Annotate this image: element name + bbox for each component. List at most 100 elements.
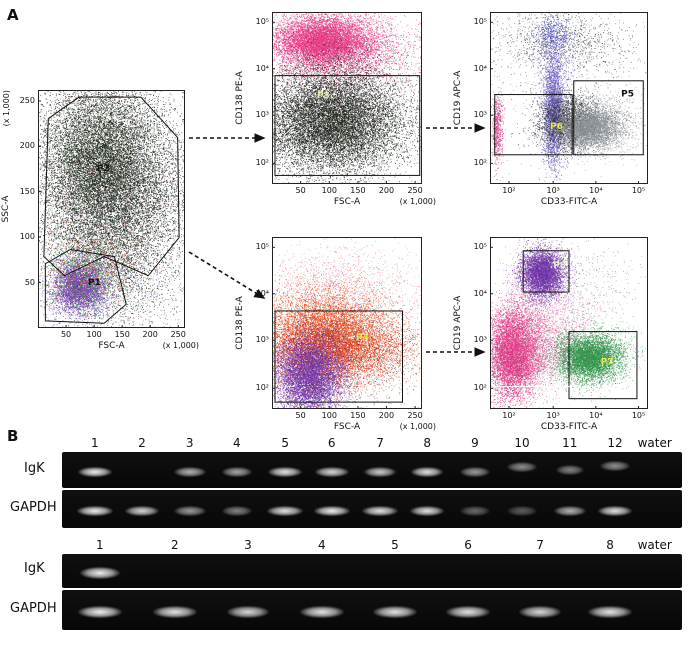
x-tick-label: 250: [407, 186, 423, 195]
lane-label: 2: [171, 538, 179, 552]
lane-label: 5: [281, 436, 289, 450]
gel-band: [519, 606, 562, 618]
gel-band: [459, 505, 490, 516]
flow-plot-cd19-vs-cd33-lower: CD19 APC-A 10² 10³ 10⁴ 10⁵ 10² 10³ 10⁴ 10⁵ CD3…: [453, 237, 648, 432]
gel-band: [598, 505, 633, 516]
x-tick-label: 10²: [502, 411, 516, 420]
gel-band: [555, 464, 584, 475]
y-tick-label: 200: [19, 141, 35, 151]
x-axis-unit: (x 1,000): [399, 197, 436, 206]
flow-plot-ssc-vs-fsc: (x 1,000) SSC-A 50 100 150 200 250 50 100 150 2…: [1, 90, 199, 351]
scatter-canvas: [490, 237, 648, 409]
gel1-row-label-gapdh: GAPDH: [10, 500, 57, 515]
x-axis-label: FSC-A: [333, 197, 361, 207]
gel-band: [221, 505, 252, 516]
lane-label: 7: [376, 436, 384, 450]
x-tick-label: 10⁵: [631, 186, 646, 195]
x-tick-label: 200: [378, 186, 395, 195]
scatter-canvas: [272, 237, 422, 409]
gel-band: [362, 505, 399, 516]
gel2-row-label-gapdh: GAPDH: [10, 601, 57, 616]
lane-label: 11: [562, 436, 578, 450]
x-axis-ticks: 50 100 150 200 250: [38, 330, 186, 340]
y-tick-label: 10²: [255, 158, 269, 168]
flow-plot-cd138-vs-fsc-lower: CD138 PE-A 10² 10³ 10⁴ 10⁵ 50 100 150 200 250 F…: [235, 237, 436, 432]
x-tick-label: 150: [350, 186, 366, 195]
x-tick-label: 250: [407, 411, 423, 420]
x-tick-label: 10⁴: [589, 411, 603, 420]
gel1-row-label-igk: IgK: [24, 461, 45, 476]
lane-label: 3: [185, 436, 194, 450]
panel-a-label: A: [7, 6, 19, 24]
x-tick-label: 100: [86, 330, 102, 339]
x-tick-label: 150: [350, 411, 366, 420]
gel2-igk-strip: [62, 554, 682, 588]
y-tick-label: 10³: [255, 335, 269, 345]
gel-band: [507, 461, 538, 472]
lane-label: 10: [514, 436, 530, 450]
gel-band: [459, 466, 490, 477]
x-tick-label: 10³: [546, 411, 560, 420]
y-tick-label: 10⁴: [473, 63, 487, 73]
gel-band: [364, 466, 397, 477]
gel-band: [600, 460, 631, 471]
y-tick-label: 10²: [473, 158, 487, 168]
lane-label: 5: [391, 538, 399, 552]
y-tick-label: 10³: [473, 110, 487, 120]
y-tick-label: 10²: [473, 383, 487, 393]
x-tick-label: 50: [60, 330, 72, 339]
x-axis-label: FSC-A: [98, 341, 125, 351]
lane-label: 3: [244, 538, 252, 552]
y-tick-label: 10⁵: [255, 242, 269, 252]
y-tick-label: 50: [24, 277, 35, 287]
x-tick-label: 50: [295, 186, 306, 195]
gel-band: [76, 505, 113, 516]
scatter-canvas: [490, 12, 648, 184]
gel1-lane-numbers: 1 2 3 4 5 6 7 8 9 10 11 12 water: [62, 436, 682, 450]
x-tick-label: 250: [170, 330, 186, 339]
x-tick-label: 200: [378, 411, 395, 420]
y-tick-label: 10³: [255, 110, 269, 120]
x-axis-ticks: 10² 10³ 10⁴ 10⁵: [490, 411, 648, 421]
x-tick-label: 50: [295, 411, 306, 420]
gel-band: [553, 505, 586, 516]
lane-label: 6: [327, 436, 336, 450]
y-tick-label: 10⁴: [255, 63, 269, 73]
gel-band: [314, 466, 349, 477]
lane-label: 7: [536, 538, 544, 552]
y-tick-label: 10⁵: [473, 17, 487, 27]
gel-band: [173, 505, 206, 516]
flow-plot-cd19-vs-cd33-upper: CD19 APC-A 10² 10³ 10⁴ 10⁵ 10² 10³ 10⁴ 10⁵ CD3…: [453, 12, 648, 207]
gel-band: [152, 606, 197, 618]
y-tick-label: 100: [19, 232, 35, 242]
gel-band: [173, 466, 206, 477]
y-tick-label: 10⁵: [255, 17, 269, 27]
y-tick-label: 10²: [255, 383, 269, 393]
lane-label: 8: [423, 436, 431, 450]
gel-band: [227, 606, 269, 618]
gel-band: [267, 505, 304, 516]
lane-label: water: [637, 538, 672, 552]
lane-label: 8: [606, 538, 614, 552]
x-tick-label: 200: [142, 330, 158, 339]
gel-band: [221, 466, 252, 477]
x-axis-unit: (x 1,000): [399, 422, 436, 431]
lane-label: 4: [233, 436, 241, 450]
x-tick-label: 10²: [502, 186, 516, 195]
panel-b-label: B: [7, 427, 19, 445]
x-axis-unit: (x 1,000): [162, 341, 199, 350]
x-axis-label: CD33-FITC-A: [540, 422, 598, 432]
gel-band: [588, 606, 633, 618]
gel-band: [77, 466, 112, 477]
lane-label: water: [637, 436, 672, 450]
x-axis-ticks: 50 100 150 200 250: [272, 186, 423, 196]
gel1-igk-strip: [62, 452, 682, 488]
lane-label: 1: [95, 538, 104, 552]
y-tick-label: 10³: [473, 335, 487, 345]
y-axis-ticks: 10² 10³ 10⁴ 10⁵: [243, 237, 269, 409]
gel-band: [507, 505, 538, 516]
x-axis-label: CD33-FITC-A: [540, 197, 598, 207]
y-tick-label: 10⁴: [473, 288, 487, 298]
gel-band: [268, 466, 303, 477]
